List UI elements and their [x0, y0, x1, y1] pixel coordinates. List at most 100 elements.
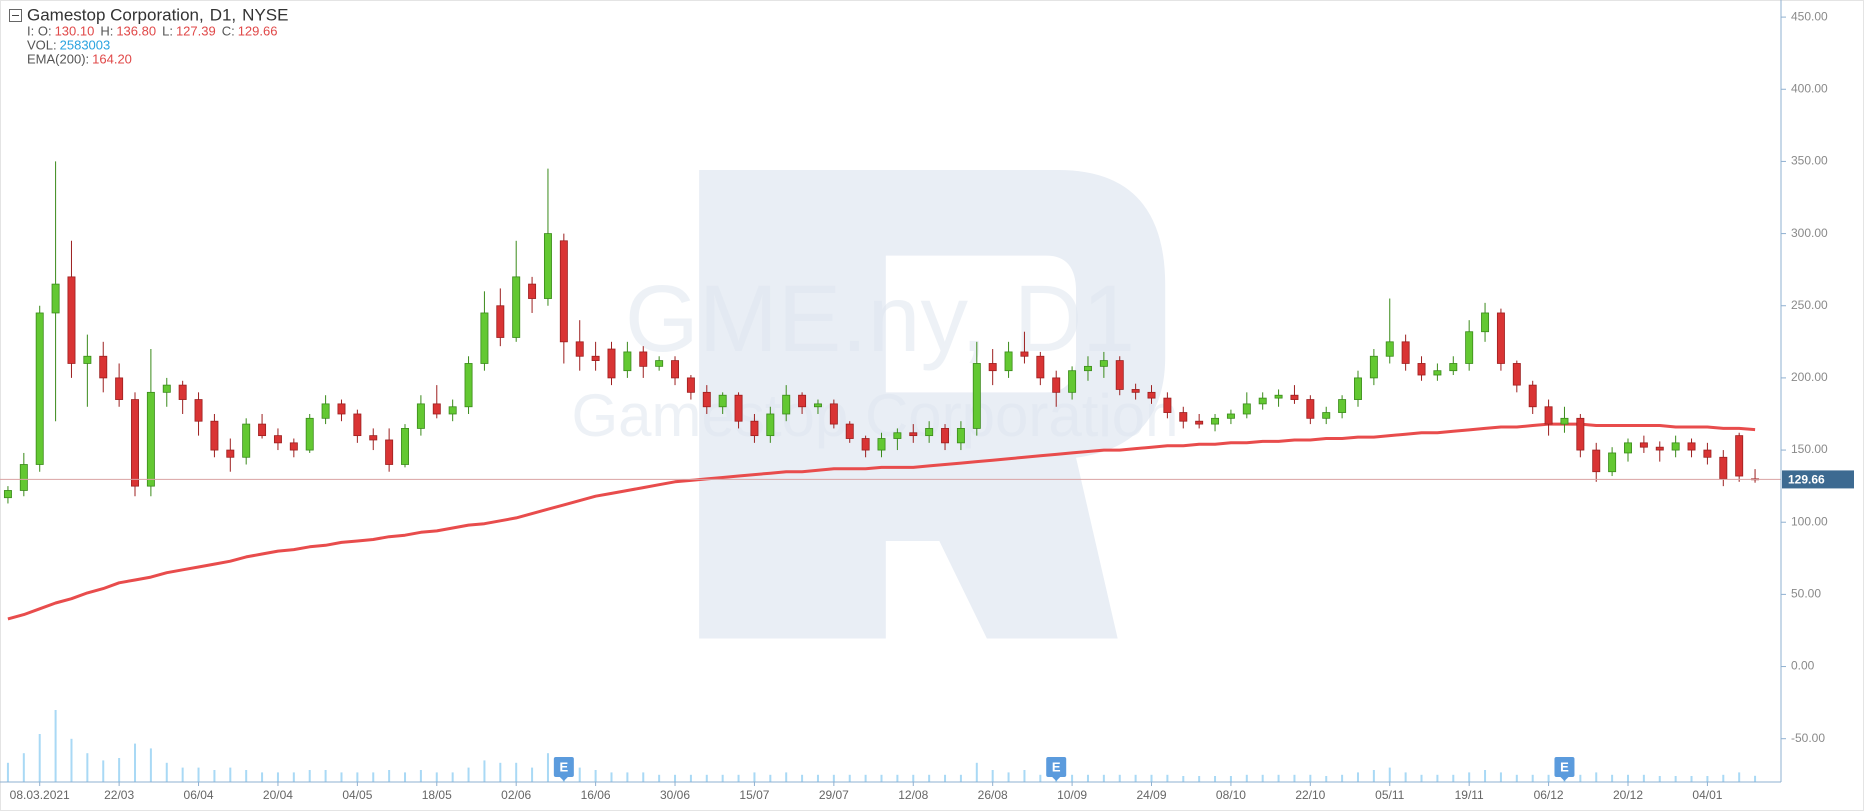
y-tick-label: -50.00 — [1791, 731, 1825, 745]
volume-bar — [229, 767, 232, 782]
candle-body — [289, 442, 298, 451]
candle-body — [353, 413, 362, 437]
volume-bar — [610, 772, 613, 782]
candle-body — [1496, 312, 1505, 364]
volume-bar — [689, 774, 692, 782]
candle-body — [1624, 442, 1632, 454]
candle-body — [1274, 394, 1283, 399]
last-price-label: 129.66 — [1788, 473, 1825, 487]
volume-bar — [1706, 776, 1709, 782]
volume-bar — [1611, 774, 1614, 782]
volume-bar — [340, 772, 343, 782]
candle-body — [1226, 413, 1235, 419]
volume-bar — [1452, 774, 1455, 782]
volume-bar — [1182, 776, 1185, 782]
candle-body — [1020, 351, 1029, 357]
header-text: 136.80 — [116, 23, 156, 38]
y-tick-label: 250.00 — [1791, 298, 1828, 312]
candle-body — [559, 240, 568, 343]
volume-bar — [1547, 774, 1550, 782]
candle-body — [988, 363, 997, 372]
candle-body — [623, 351, 632, 372]
volume-bar — [1341, 774, 1344, 782]
candle-body — [385, 439, 394, 465]
candle-body — [671, 360, 679, 379]
header-text: 2583003 — [60, 37, 111, 52]
x-tick-label: 20/04 — [263, 788, 293, 802]
x-tick-label: 19/11 — [1455, 788, 1484, 802]
x-tick-label: 10/09 — [1057, 788, 1087, 802]
x-tick-label: 06/12 — [1534, 788, 1564, 802]
candle-body — [941, 428, 950, 444]
candle-body — [1290, 394, 1299, 400]
volume-bar — [1468, 772, 1471, 782]
candle-body — [686, 377, 695, 393]
candle-body — [1163, 397, 1172, 413]
volume-bar — [928, 774, 931, 782]
candle-body — [1592, 449, 1601, 473]
header-text: H: — [100, 23, 113, 38]
volume-bar — [435, 772, 438, 782]
candle-body — [258, 423, 267, 437]
volume-bar — [1007, 772, 1010, 782]
candle-body — [321, 403, 330, 419]
volume-bar — [594, 770, 597, 782]
logo-shape — [699, 170, 1166, 639]
candle-body — [1369, 355, 1378, 379]
volume-bar — [165, 762, 168, 782]
candle-body — [925, 428, 934, 437]
volume-bar — [197, 767, 200, 782]
candle-body — [273, 435, 282, 444]
y-tick-label: 300.00 — [1791, 226, 1828, 240]
watermark-symbol: GME.ny, D1 — [625, 266, 1135, 372]
x-tick-label: 04/01 — [1692, 788, 1722, 802]
candle-body — [1735, 435, 1744, 477]
volume-bar — [959, 774, 962, 782]
volume-bar — [467, 767, 470, 782]
candle-body — [702, 391, 711, 408]
volume-bar — [1499, 772, 1502, 782]
candle-body — [512, 276, 521, 338]
candle-body — [35, 312, 44, 465]
volume-bar — [134, 743, 137, 782]
candle-body — [3, 490, 12, 499]
volume-bar — [388, 770, 391, 782]
volume-bar — [1166, 774, 1169, 782]
volume-bar — [149, 748, 152, 782]
candle-body — [893, 432, 902, 439]
header-text: I: O: — [27, 23, 52, 38]
candle-body — [146, 391, 155, 487]
candle-body — [829, 403, 838, 425]
header: Gamestop Corporation, D1, NYSE I: O: 130.10 H… — [9, 5, 288, 66]
y-tick-label: 350.00 — [1791, 154, 1828, 168]
candle-body — [337, 403, 346, 415]
volume-bar — [1198, 776, 1201, 782]
volume-bar — [1436, 774, 1439, 782]
x-tick-label: 24/09 — [1136, 788, 1166, 802]
header-text: EMA(200): — [27, 51, 89, 66]
header-text: 164.20 — [92, 51, 132, 66]
volume-bar — [118, 758, 121, 782]
volume-bar — [785, 772, 788, 782]
volume-bar — [991, 770, 994, 782]
x-tick-label: 29/07 — [819, 788, 849, 802]
x-tick-label: 26/08 — [978, 788, 1008, 802]
candle-body — [1655, 446, 1664, 451]
x-tick-label: 12/08 — [898, 788, 928, 802]
candle-body — [1671, 442, 1680, 451]
candle-body — [99, 355, 108, 379]
candle-body — [464, 363, 473, 408]
candle-body — [1004, 351, 1013, 372]
volume-bar — [721, 774, 724, 782]
candle-body — [543, 233, 552, 299]
volume-bar — [578, 767, 581, 782]
candle-body — [1084, 365, 1092, 372]
candle-body — [1036, 355, 1045, 379]
candle-body — [877, 438, 886, 451]
candle-body — [766, 413, 775, 437]
y-tick-label: 200.00 — [1791, 370, 1828, 384]
candle-body — [51, 283, 60, 314]
volume-bar — [451, 772, 454, 782]
volume-bar — [6, 762, 9, 782]
candle-body — [226, 449, 235, 458]
